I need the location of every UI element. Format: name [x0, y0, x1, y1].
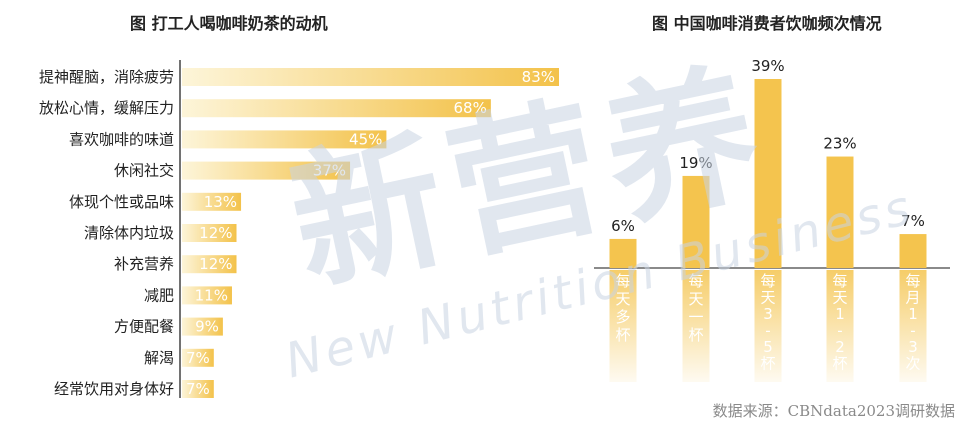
frequency-category-label: 每月 1 -3 次 — [905, 272, 920, 373]
motivation-bar — [182, 224, 237, 242]
motivation-bar — [182, 255, 237, 274]
frequency-value-label: 39% — [751, 57, 784, 75]
category-box — [754, 270, 782, 382]
frequency-bar — [754, 79, 782, 268]
category-box — [609, 270, 637, 382]
category-label: 经常饮用对身体好 — [54, 380, 174, 398]
frequency-bar — [826, 156, 854, 268]
category-label: 休闲社交 — [114, 162, 174, 180]
bar-value-label: 83% — [522, 68, 555, 86]
bar-value-label: 68% — [454, 99, 487, 117]
data-source: 数据来源：CBNdata2023调研数据 — [712, 402, 955, 420]
bar-value-label: 13% — [204, 193, 237, 211]
motivation-bar — [182, 317, 223, 336]
frequency-category-label: 每天 1 -2 杯 — [832, 272, 847, 373]
bar-value-label: 11% — [195, 286, 228, 304]
category-label: 清除体内垃圾 — [84, 224, 174, 242]
frequency-value-label: 7% — [901, 212, 925, 230]
frequency-bar — [899, 234, 927, 268]
bar-value-label: 45% — [349, 130, 382, 148]
category-box — [826, 270, 854, 382]
motivation-bar — [182, 380, 214, 398]
category-label: 喜欢咖啡的味道 — [69, 130, 174, 148]
frequency-category-label: 每天 3 -5 杯 — [760, 272, 775, 373]
category-box — [899, 270, 927, 382]
frequency-bar — [682, 175, 710, 268]
bar-value-label: 37% — [313, 162, 346, 180]
bar-value-label: 7% — [186, 349, 210, 367]
motivation-bar — [182, 99, 491, 118]
category-label: 提神醒脑，消除疲劳 — [39, 68, 174, 86]
category-label: 体现个性或品味 — [69, 193, 174, 211]
motivation-bar — [182, 68, 559, 86]
bar-value-label: 12% — [199, 255, 232, 273]
right-chart-title: 图 中国咖啡消费者饮咖频次情况 — [652, 14, 882, 33]
frequency-category-label: 每天一杯 — [688, 272, 703, 344]
motivation-bar — [182, 130, 387, 149]
bar-value-label: 7% — [186, 380, 210, 398]
category-label: 解渴 — [144, 349, 174, 367]
frequency-value-label: 6% — [611, 217, 635, 235]
category-label: 放松心情，缓解压力 — [39, 99, 174, 117]
frequency-value-label: 19% — [679, 154, 712, 172]
motivation-bar — [182, 161, 351, 180]
category-label: 减肥 — [144, 286, 174, 304]
left-chart-title: 图 打工人喝咖啡奶茶的动机 — [130, 14, 328, 33]
motivation-bar — [182, 286, 232, 305]
frequency-bar — [609, 238, 637, 268]
category-label: 方便配餐 — [114, 318, 174, 336]
bar-value-label: 9% — [195, 318, 219, 336]
category-box — [682, 270, 710, 382]
frequency-value-label: 23% — [823, 135, 856, 153]
bar-value-label: 12% — [199, 224, 232, 242]
category-label: 补充营养 — [114, 255, 174, 273]
motivation-bar — [182, 192, 242, 211]
frequency-category-label: 每天多杯 — [615, 272, 630, 344]
motivation-bar — [182, 348, 214, 367]
